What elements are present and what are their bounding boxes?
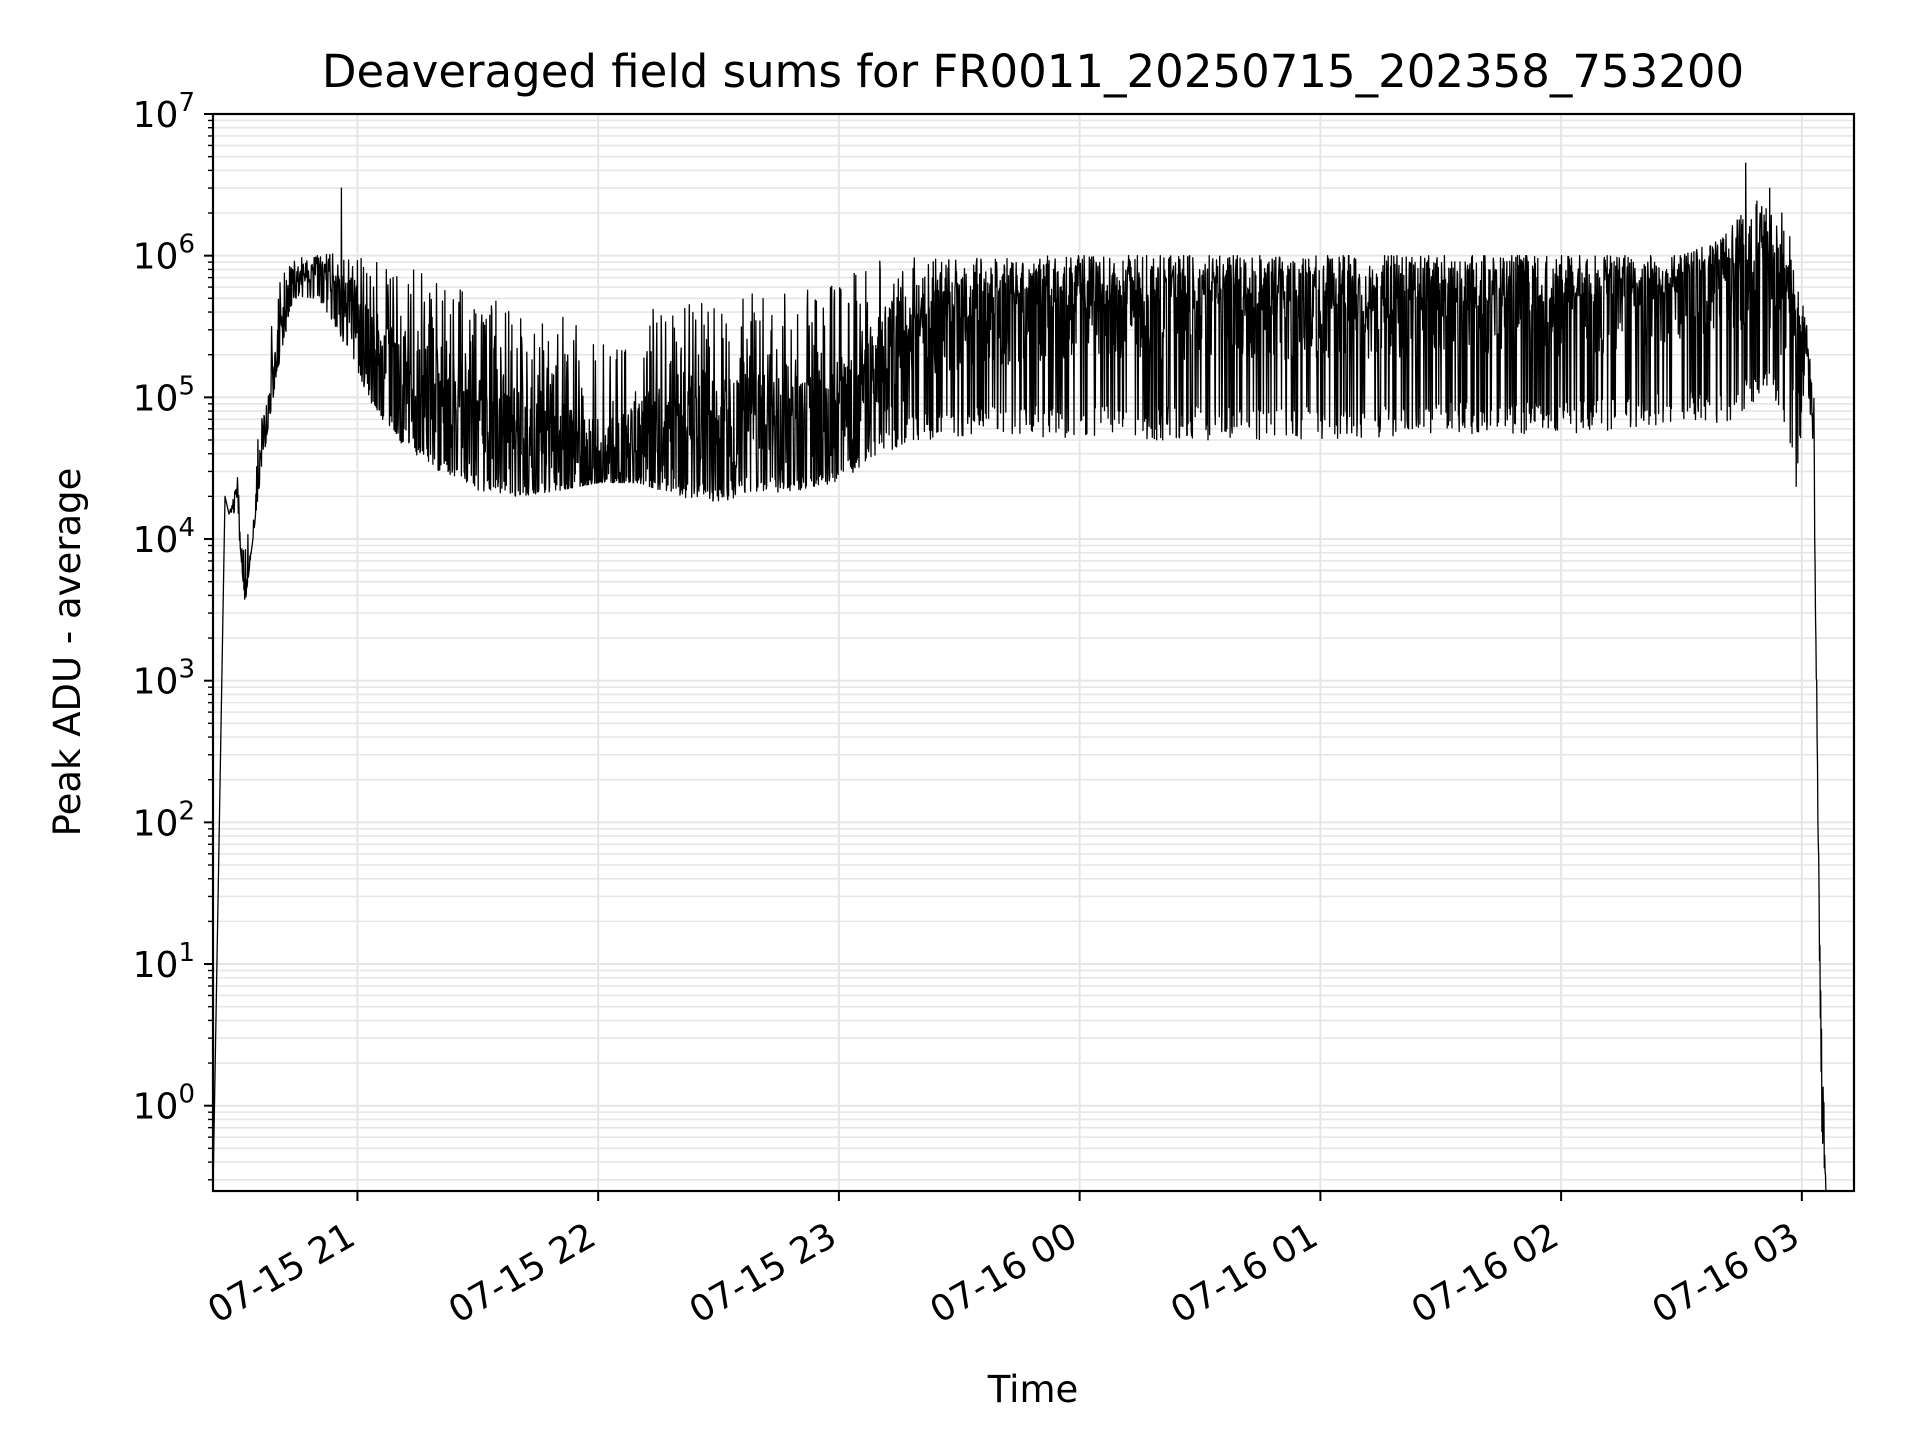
y-tick-base: 10 (133, 803, 179, 844)
y-tick-exponent: 6 (178, 230, 195, 260)
y-tick-label: 105 (133, 371, 195, 419)
y-tick-exponent: 2 (178, 796, 195, 826)
data-series (212, 162, 1827, 1192)
chart-title: Deaveraged field sums for FR0011_2025071… (322, 45, 1744, 98)
y-tick-label: 103 (133, 655, 195, 703)
y-tick-base: 10 (133, 520, 179, 561)
y-tick-label: 101 (133, 938, 195, 986)
y-tick-exponent: 1 (178, 938, 195, 968)
y-tick-base: 10 (133, 378, 179, 419)
y-tick-label: 102 (133, 796, 195, 844)
y-tick-exponent: 4 (178, 513, 195, 543)
grid (213, 113, 1854, 1191)
plot-frame (211, 112, 1856, 1193)
series-line (212, 162, 1827, 1192)
y-tick-label: 100 (133, 1080, 195, 1128)
y-tick-exponent: 5 (178, 371, 195, 401)
y-tick-exponent: 0 (178, 1080, 195, 1110)
y-axis-label: Peak ADU - average (46, 468, 89, 837)
y-tick-base: 10 (133, 662, 179, 703)
y-tick-label: 106 (133, 230, 195, 278)
y-tick-base: 10 (133, 1087, 179, 1128)
y-tick-base: 10 (133, 945, 179, 986)
y-tick-base: 10 (133, 237, 179, 278)
y-tick-label: 104 (133, 513, 195, 561)
y-tick-exponent: 3 (178, 655, 195, 685)
y-tick-label: 107 (133, 88, 195, 136)
y-tick-base: 10 (133, 95, 179, 136)
x-axis-label: Time (987, 1368, 1079, 1411)
y-tick-exponent: 7 (178, 88, 195, 118)
